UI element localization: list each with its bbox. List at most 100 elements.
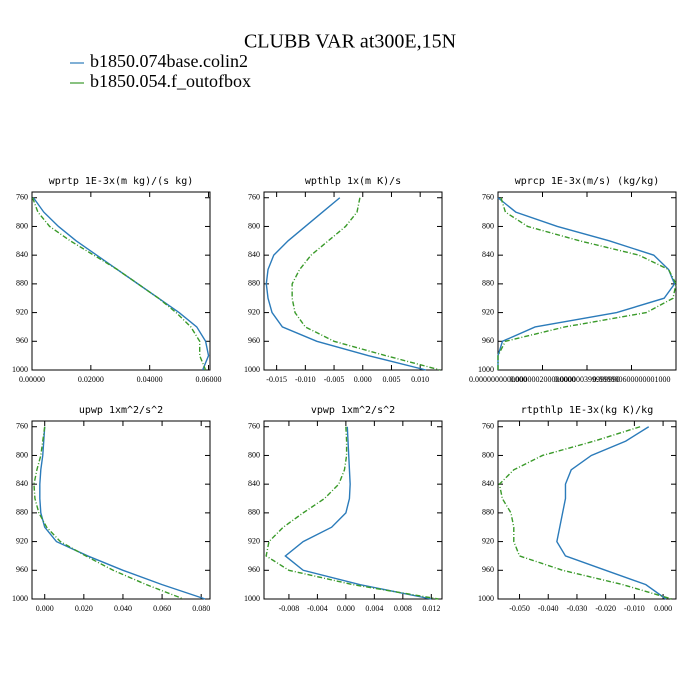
x-tick-label: -0.015 [266, 375, 287, 384]
y-tick-label: 920 [248, 307, 260, 316]
y-tick-label: 840 [248, 250, 260, 259]
y-tick-label: 800 [248, 450, 260, 459]
profile-line [32, 197, 210, 371]
x-tick-label: 0.005 [382, 375, 400, 384]
legend-label: b1850.074base.colin2 [90, 51, 248, 71]
y-tick-label: 840 [248, 479, 260, 488]
x-tick-label: -0.050 [509, 604, 530, 613]
y-tick-label: 1000 [478, 365, 494, 374]
y-tick-label: 880 [482, 508, 494, 517]
y-tick-label: 800 [482, 450, 494, 459]
y-tick-label: 760 [248, 422, 260, 431]
y-tick-label: 880 [248, 279, 260, 288]
x-tick-label: 0.00000 [19, 375, 45, 384]
panel-title: vpwp 1xm^2/s^2 [311, 405, 395, 416]
x-tick-label: 0.080 [192, 604, 210, 613]
y-tick-label: 800 [248, 221, 260, 230]
panel-title: upwp 1xm^2/s^2 [79, 405, 163, 416]
x-tick-label: 0.008 [394, 604, 412, 613]
y-tick-label: 920 [482, 307, 494, 316]
y-tick-label: 800 [16, 221, 28, 230]
y-tick-label: 840 [16, 479, 28, 488]
y-tick-label: 840 [482, 250, 494, 259]
x-tick-label: 0.000 [36, 604, 54, 613]
x-tick-label: 0.000000200000000 [510, 375, 576, 384]
legend-label: b1850.054.f_outofbox [90, 71, 251, 91]
y-tick-label: 960 [248, 565, 260, 574]
y-tick-label: 960 [16, 565, 28, 574]
x-tick-label: -0.010 [624, 604, 645, 613]
panel-title: wprcp 1E-3x(m/s) (kg/kg) [515, 176, 660, 187]
y-tick-label: 960 [248, 336, 260, 345]
figure-title: CLUBB VAR at300E,15N [244, 31, 456, 53]
y-tick-label: 840 [482, 479, 494, 488]
x-tick-label: 0.010 [411, 375, 429, 384]
panel-title: wpthlp 1x(m K)/s [305, 176, 401, 187]
profile-line [556, 426, 667, 600]
y-tick-label: 1000 [244, 594, 260, 603]
x-tick-label: 0.04000 [137, 375, 163, 384]
x-tick-label: -0.040 [538, 604, 559, 613]
x-tick-label: 0.000000600000001000 [593, 375, 671, 384]
x-tick-label: 0.000 [654, 604, 672, 613]
profile-line [291, 197, 441, 371]
y-tick-label: 800 [16, 450, 28, 459]
y-tick-label: 920 [248, 536, 260, 545]
y-tick-label: 760 [482, 422, 494, 431]
panel-title: rtpthlp 1E-3x(kg K)/kg [521, 405, 653, 416]
y-tick-label: 1000 [244, 365, 260, 374]
panel-title: wprtp 1E-3x(m kg)/(s kg) [49, 176, 194, 187]
profile-line [265, 426, 439, 600]
y-tick-label: 760 [482, 193, 494, 202]
y-tick-label: 880 [16, 279, 28, 288]
x-tick-label: 0.040 [114, 604, 132, 613]
x-tick-label: 0.000 [354, 375, 372, 384]
x-tick-label: 0.004 [365, 604, 383, 613]
x-tick-label: 0.060 [153, 604, 171, 613]
x-tick-label: 0.012 [422, 604, 440, 613]
x-tick-label: 0.020 [75, 604, 93, 613]
x-tick-label: -0.008 [279, 604, 300, 613]
x-tick-label: -0.030 [567, 604, 588, 613]
x-tick-label: -0.004 [307, 604, 328, 613]
y-tick-label: 960 [482, 565, 494, 574]
plot-frame [263, 191, 443, 371]
y-tick-label: 800 [482, 221, 494, 230]
x-tick-label: 0.06000 [196, 375, 222, 384]
plot-frame [31, 420, 211, 600]
x-tick-label: 0.000000399999990 [554, 375, 620, 384]
y-tick-label: 920 [16, 536, 28, 545]
profile-line [497, 197, 677, 370]
y-tick-label: 1000 [478, 594, 494, 603]
y-tick-label: 880 [482, 279, 494, 288]
y-tick-label: 760 [16, 422, 28, 431]
profile-line [265, 197, 427, 371]
profile-line [39, 426, 206, 600]
y-tick-label: 920 [16, 307, 28, 316]
y-tick-label: 760 [16, 193, 28, 202]
y-tick-label: 960 [482, 336, 494, 345]
y-tick-label: 1000 [12, 365, 28, 374]
x-tick-label: -0.005 [324, 375, 345, 384]
profile-line [31, 197, 207, 371]
y-tick-label: 840 [16, 250, 28, 259]
y-tick-label: 960 [16, 336, 28, 345]
profile-line [33, 426, 184, 600]
x-tick-label: -0.020 [595, 604, 616, 613]
x-tick-label: 0.02000 [78, 375, 104, 384]
x-tick-label: 0.0000000000000 [469, 375, 527, 384]
y-tick-label: 760 [248, 193, 260, 202]
x-tick-label: -0.010 [295, 375, 316, 384]
x-tick-label: 0.000 [337, 604, 355, 613]
plot-frame [263, 420, 443, 600]
profile-line [284, 426, 432, 600]
y-tick-label: 880 [248, 508, 260, 517]
y-tick-label: 1000 [12, 594, 28, 603]
plot-frame [497, 420, 677, 600]
y-tick-label: 920 [482, 536, 494, 545]
y-tick-label: 880 [16, 508, 28, 517]
profile-line [498, 426, 672, 600]
plot-frame [31, 191, 211, 371]
profile-line [497, 197, 676, 370]
